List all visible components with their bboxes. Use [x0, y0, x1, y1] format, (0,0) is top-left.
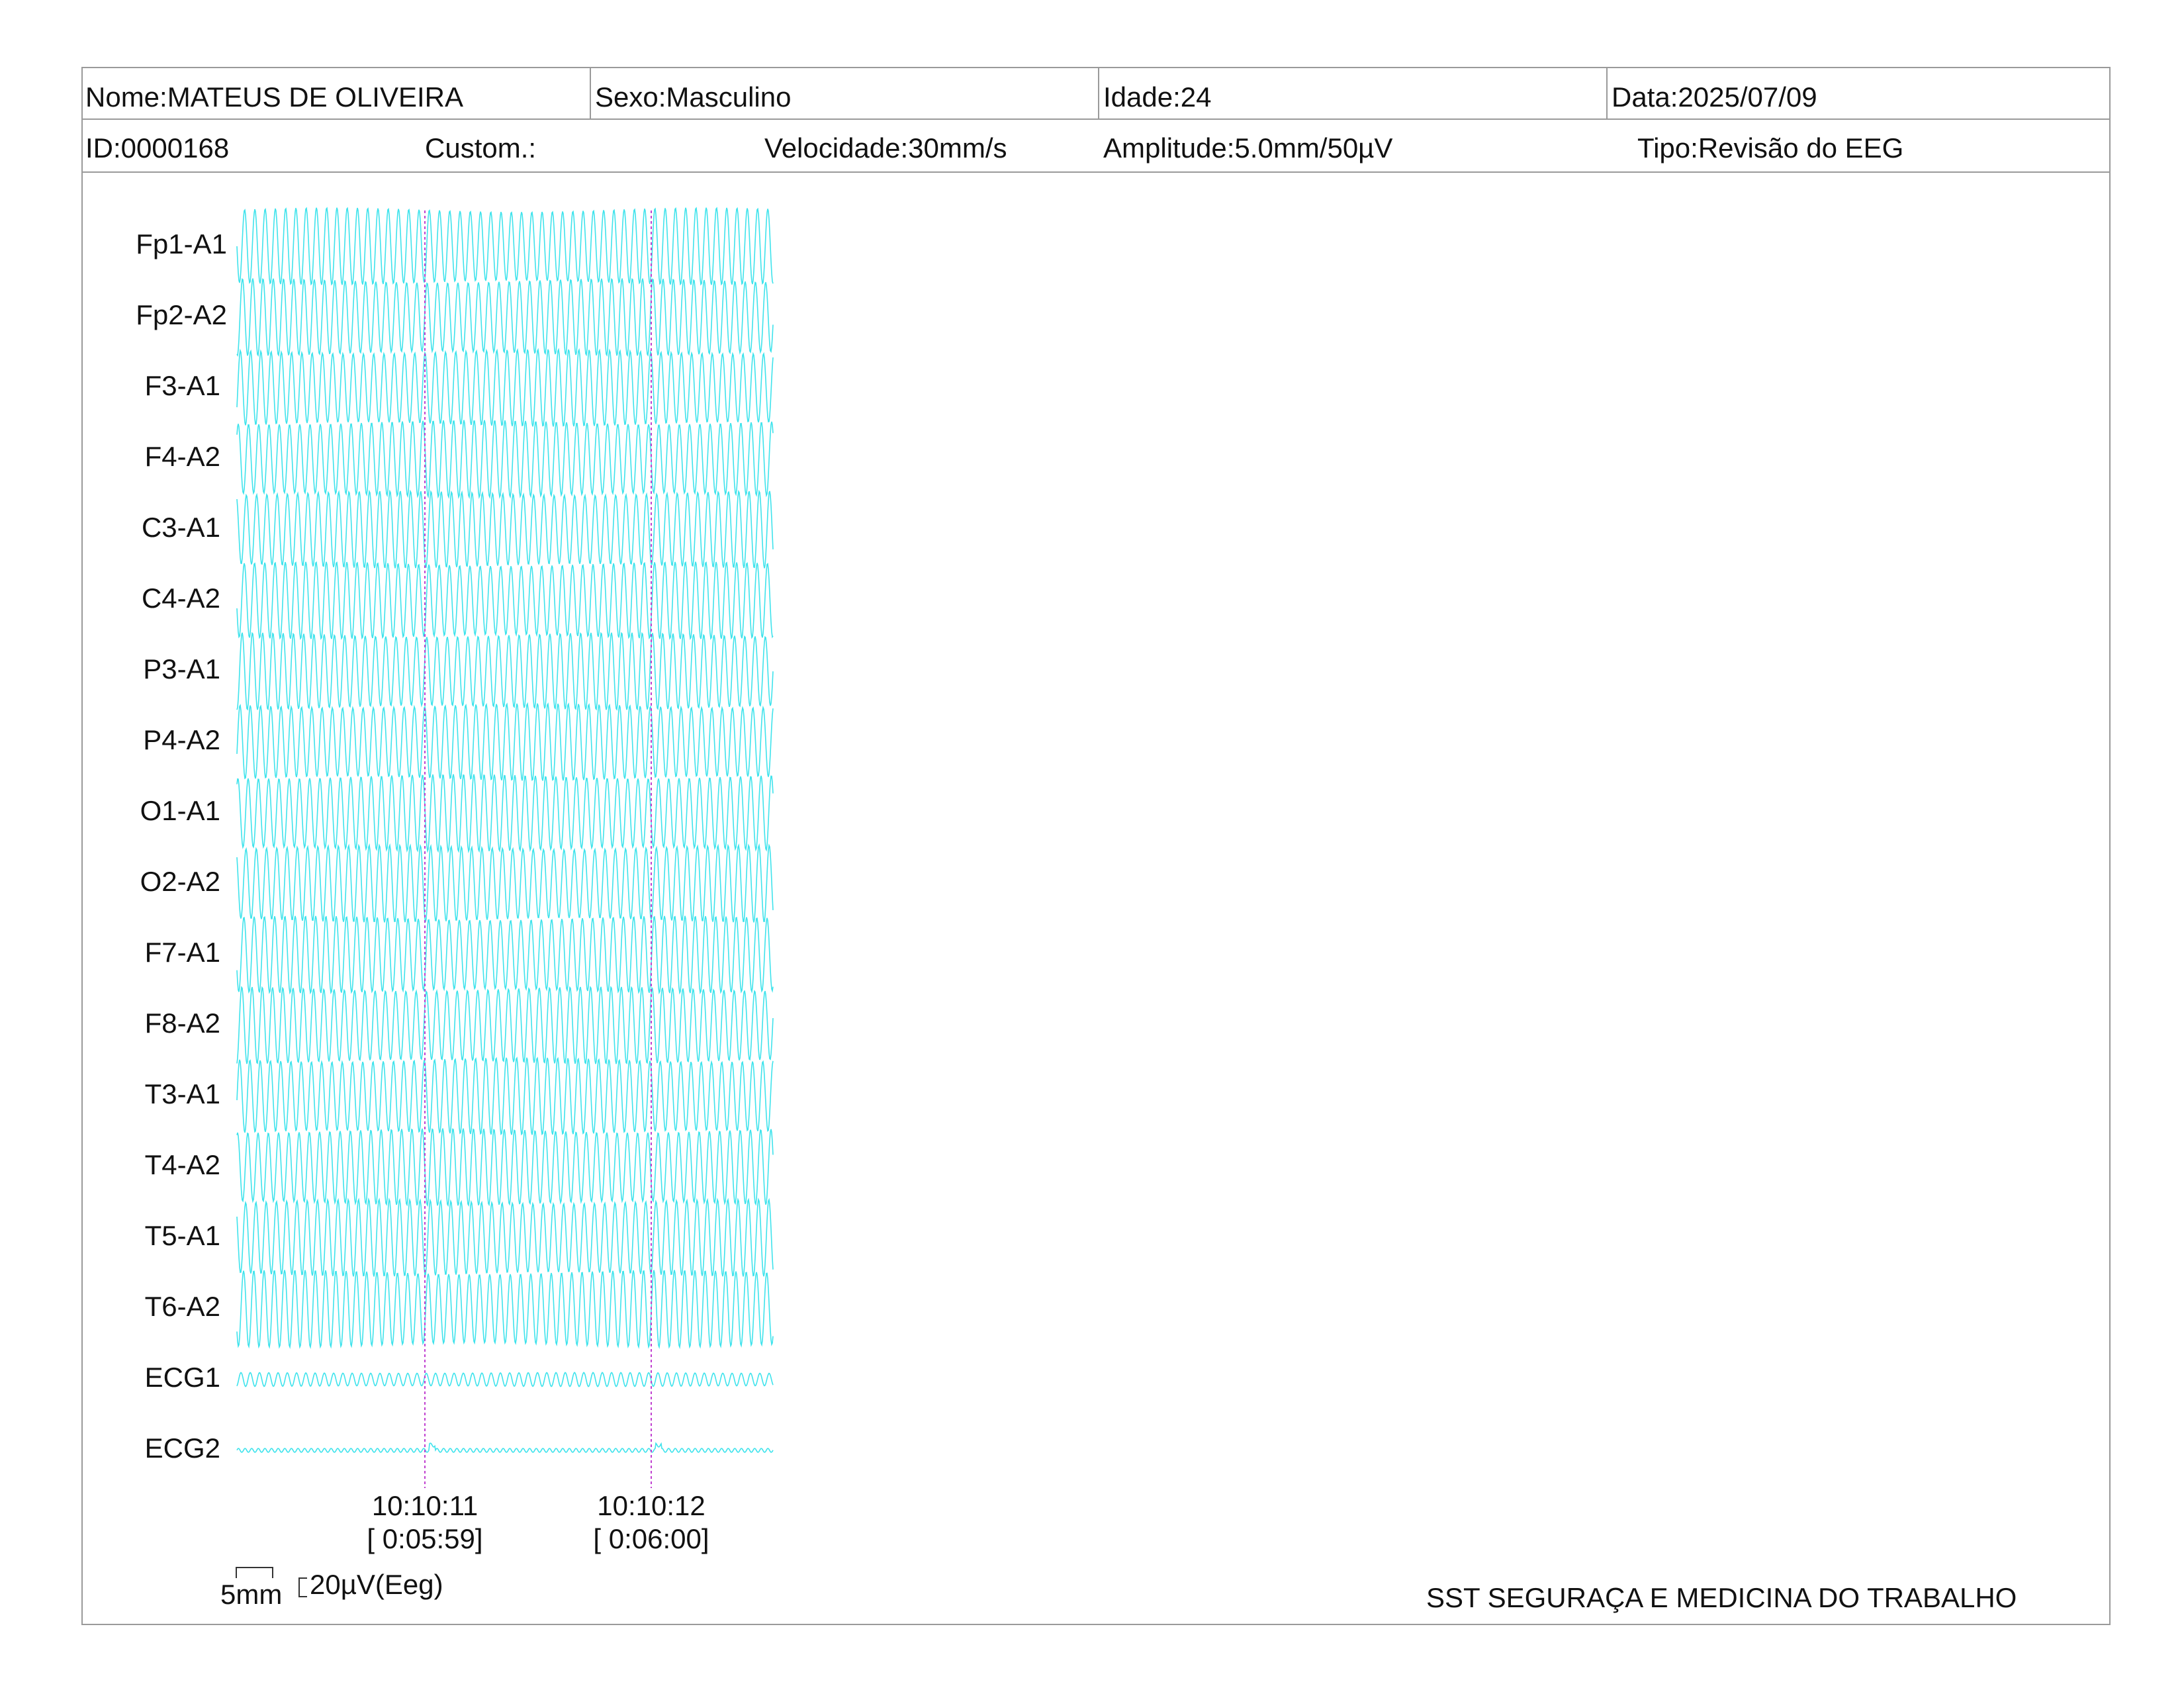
trace-c3-a1 — [236, 489, 774, 569]
custom-field: Custom.: — [425, 132, 537, 164]
channel-label-p4-a2: P4-A2 — [143, 724, 220, 755]
trace-f3-a1 — [236, 348, 774, 427]
speed-setting: Velocidade:30mm/s — [764, 132, 1007, 164]
amplitude-setting: Amplitude:5.0mm/50µV — [1103, 132, 1393, 164]
trace-ecg1 — [236, 1372, 774, 1387]
trace-t3-a1 — [236, 1056, 774, 1136]
time-scale-bar — [236, 1567, 273, 1578]
channel-label-p3-a1: P3-A1 — [143, 653, 220, 684]
channel-label-f8-a2: F8-A2 — [144, 1008, 220, 1039]
channel-label-o1-a1: O1-A1 — [140, 795, 220, 826]
marker-time-1: 10:10:11 — [371, 1490, 478, 1521]
patient-sex: Sexo:Masculino — [591, 67, 1099, 118]
channel-label-f4-a2: F4-A2 — [144, 441, 220, 472]
header-row-2: ID:0000168 Custom.: Velocidade:30mm/s Am… — [81, 120, 2111, 173]
trace-f8-a2 — [236, 986, 774, 1065]
channel-label-t4-a2: T4-A2 — [144, 1149, 220, 1180]
trace-t5-a1 — [236, 1197, 774, 1277]
trace-p4-a2 — [236, 702, 774, 781]
trace-f7-a1 — [236, 915, 774, 995]
amplitude-scale-bar — [298, 1577, 307, 1597]
channel-label-fp2-a2: Fp2-A2 — [136, 299, 227, 330]
patient-id: ID:0000168 — [85, 132, 230, 164]
trace-fp2-a2 — [236, 277, 774, 357]
marker-elapsed-1: [ 0:05:59] — [367, 1523, 483, 1554]
eeg-traces — [236, 207, 774, 1453]
patient-name: Nome:MATEUS DE OLIVEIRA — [81, 67, 591, 118]
channel-label-fp1-a1: Fp1-A1 — [136, 228, 227, 259]
exam-type: Tipo:Revisão do EEG — [1637, 132, 1904, 164]
channel-label-o2-a2: O2-A2 — [140, 866, 220, 897]
trace-p3-a1 — [236, 632, 774, 711]
channel-label-ecg2: ECG2 — [144, 1432, 220, 1464]
time-scale-label: 5mm — [220, 1579, 283, 1610]
trace-fp1-a1 — [236, 207, 774, 286]
trace-c4-a2 — [236, 561, 774, 640]
channel-label-ecg1: ECG1 — [144, 1362, 220, 1393]
trace-o1-a1 — [236, 774, 774, 854]
marker-time-2: 10:10:12 — [597, 1490, 705, 1521]
channel-label-c3-a1: C3-A1 — [141, 512, 220, 543]
channel-label-f3-a1: F3-A1 — [144, 370, 220, 401]
header-row-1: Nome:MATEUS DE OLIVEIRA Sexo:Masculino I… — [81, 67, 2111, 120]
trace-t6-a2 — [236, 1270, 774, 1350]
channel-label-t3-a1: T3-A1 — [144, 1078, 220, 1109]
trace-t4-a2 — [236, 1128, 774, 1207]
channel-label-t5-a1: T5-A1 — [144, 1220, 220, 1251]
patient-age: Idade:24 — [1099, 67, 1608, 118]
company-name: SST SEGURAÇA E MEDICINA DO TRABALHO — [1426, 1582, 2017, 1613]
exam-date: Data:2025/07/09 — [1612, 81, 1817, 113]
amplitude-scale-label: 20µV(Eeg) — [310, 1569, 443, 1600]
channel-label-c4-a2: C4-A2 — [141, 583, 220, 614]
marker-elapsed-2: [ 0:06:00] — [593, 1523, 709, 1554]
trace-o2-a2 — [236, 843, 774, 923]
report-frame — [81, 67, 2111, 1625]
trace-ecg2 — [236, 1442, 774, 1453]
channel-label-f7-a1: F7-A1 — [144, 937, 220, 968]
trace-f4-a2 — [236, 420, 774, 500]
channel-label-t6-a2: T6-A2 — [144, 1291, 220, 1322]
